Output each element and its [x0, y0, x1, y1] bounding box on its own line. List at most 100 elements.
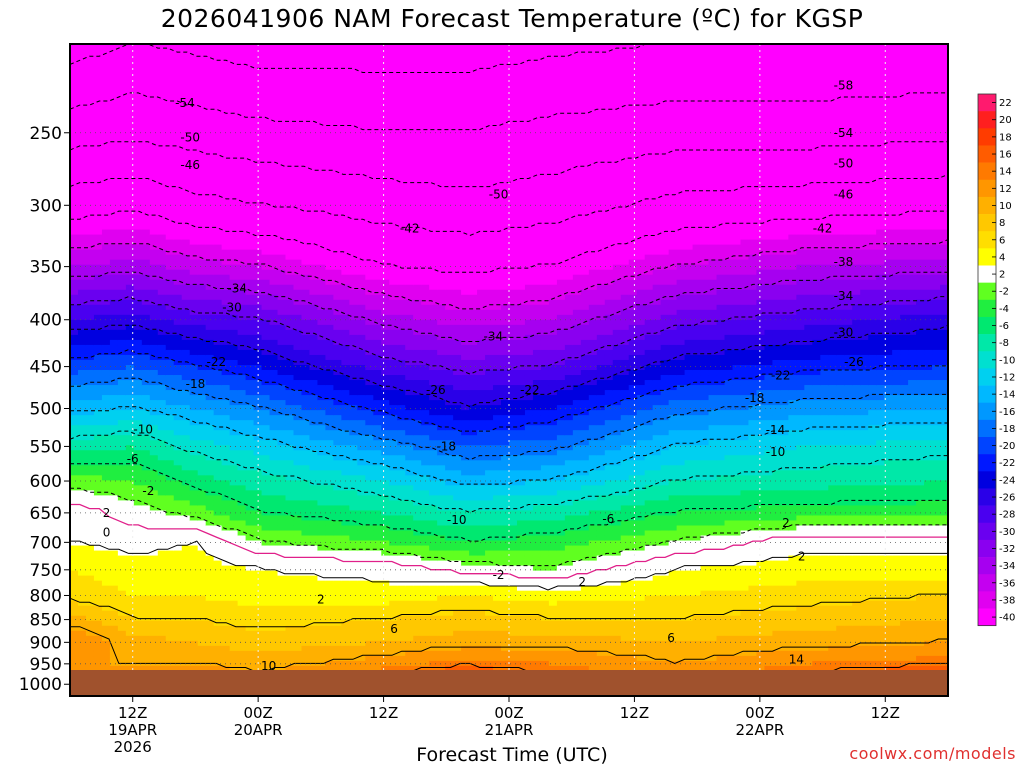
temperature-cell — [141, 124, 151, 130]
temperature-cell — [237, 174, 247, 181]
temperature-cell — [229, 309, 239, 316]
temperature-cell — [357, 274, 366, 281]
temperature-cell — [261, 500, 271, 507]
temperature-cell — [269, 645, 279, 652]
temperature-cell — [229, 640, 239, 647]
temperature-cell — [173, 89, 183, 95]
temperature-cell — [205, 555, 215, 562]
temperature-cell — [333, 204, 342, 211]
temperature-cell — [133, 620, 143, 627]
temperature-cell — [77, 154, 87, 160]
temperature-cell — [205, 655, 215, 662]
temperature-cell — [125, 224, 135, 231]
temperature-cell — [109, 344, 119, 351]
temperature-cell — [301, 370, 311, 376]
temperature-cell — [269, 289, 279, 296]
temperature-cell — [229, 264, 239, 271]
temperature-cell — [149, 99, 159, 105]
temperature-cell — [157, 460, 167, 466]
temperature-cell — [261, 94, 271, 100]
temperature-cell — [93, 405, 103, 411]
temperature-cell — [181, 420, 191, 426]
temperature-cell — [101, 269, 111, 276]
temperature-cell — [229, 84, 239, 90]
temperature-cell — [221, 495, 231, 501]
temperature-cell — [277, 380, 287, 386]
temperature-cell — [125, 640, 135, 647]
temperature-cell — [261, 124, 271, 130]
temperature-cell — [77, 59, 87, 65]
temperature-cell — [70, 204, 79, 211]
temperature-cell — [125, 54, 135, 60]
temperature-cell — [109, 535, 119, 542]
temperature-cell — [253, 620, 263, 627]
temperature-cell — [325, 354, 334, 361]
temperature-cell — [317, 194, 327, 201]
temperature-cell — [269, 189, 279, 196]
temperature-cell — [253, 244, 263, 251]
temperature-cell — [133, 440, 143, 446]
temperature-cell — [293, 465, 303, 471]
temperature-cell — [165, 354, 175, 361]
temperature-cell — [189, 450, 199, 456]
temperature-cell — [277, 259, 287, 266]
temperature-cell — [149, 314, 159, 321]
temperature-cell — [157, 49, 167, 55]
temperature-cell — [261, 620, 271, 627]
temperature-cell — [77, 485, 87, 491]
temperature-cell — [213, 380, 223, 386]
temperature-cell — [101, 304, 111, 311]
temperature-cell — [285, 435, 295, 441]
temperature-cell — [70, 219, 79, 226]
temperature-cell — [261, 154, 271, 160]
temperature-cell — [341, 500, 350, 507]
temperature-cell — [285, 390, 295, 396]
temperature-cell — [70, 74, 79, 80]
temperature-cell — [277, 395, 287, 401]
temperature-cell — [213, 259, 223, 266]
temperature-cell — [173, 495, 183, 501]
temperature-cell — [341, 234, 350, 241]
temperature-cell — [285, 630, 295, 637]
temperature-cell — [141, 279, 151, 286]
temperature-cell — [237, 430, 247, 436]
temperature-cell — [237, 530, 247, 537]
temperature-cell — [117, 520, 127, 527]
temperature-cell — [93, 204, 103, 211]
temperature-cell — [197, 174, 207, 181]
temperature-cell — [189, 349, 199, 356]
temperature-cell — [317, 99, 327, 105]
temperature-cell — [141, 430, 151, 436]
temperature-cell — [221, 560, 231, 567]
temperature-cell — [245, 244, 255, 251]
temperature-cell — [245, 229, 255, 236]
temperature-cell — [181, 54, 191, 60]
temperature-cell — [109, 319, 119, 326]
temperature-cell — [261, 309, 271, 316]
temperature-cell — [245, 204, 255, 211]
temperature-cell — [317, 54, 327, 60]
temperature-cell — [237, 470, 247, 476]
temperature-cell — [333, 174, 342, 181]
temperature-cell — [221, 520, 231, 527]
temperature-cell — [277, 89, 287, 95]
temperature-cell — [277, 124, 287, 130]
temperature-cell — [341, 445, 350, 451]
temperature-cell — [157, 635, 167, 642]
temperature-cell — [221, 485, 231, 491]
temperature-cell — [301, 545, 311, 552]
temperature-cell — [237, 610, 247, 617]
temperature-cell — [349, 199, 358, 206]
temperature-cell — [117, 219, 127, 226]
temperature-cell — [141, 420, 151, 426]
temperature-cell — [245, 435, 255, 441]
temperature-cell — [77, 99, 87, 105]
temperature-cell — [157, 299, 167, 306]
temperature-cell — [349, 405, 358, 411]
temperature-cell — [101, 54, 111, 60]
temperature-cell — [285, 359, 295, 366]
temperature-cell — [277, 540, 287, 547]
temperature-cell — [141, 119, 151, 125]
temperature-cell — [309, 460, 319, 466]
temperature-cell — [93, 64, 103, 70]
